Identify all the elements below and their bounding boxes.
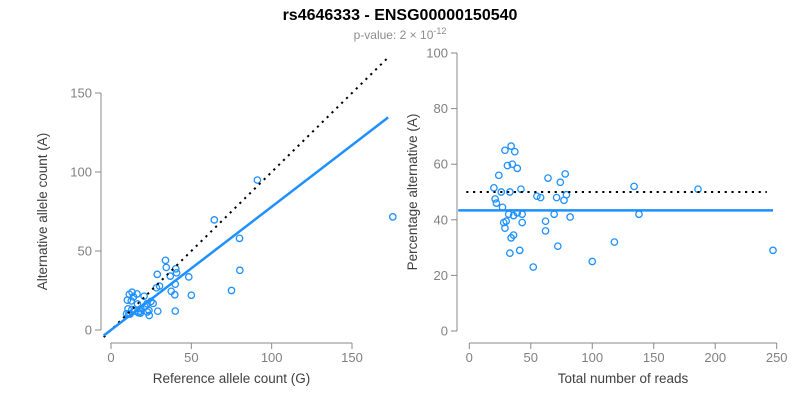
- data-point: [507, 142, 515, 150]
- data-point: [533, 192, 541, 201]
- data-point: [166, 272, 175, 280]
- data-point: [227, 286, 236, 295]
- data-point: [236, 266, 244, 275]
- data-point: [253, 176, 262, 184]
- data-point: [552, 193, 561, 202]
- data-point: [153, 307, 162, 316]
- data-point: [162, 263, 171, 272]
- x-axis-tick-label: 250: [766, 350, 788, 365]
- data-point: [494, 171, 503, 180]
- data-point: [491, 195, 499, 203]
- data-point: [550, 210, 558, 219]
- data-point: [497, 188, 506, 196]
- data-point: [171, 307, 180, 315]
- data-point: [492, 199, 501, 207]
- data-point: [184, 273, 193, 281]
- data-point: [127, 297, 136, 305]
- data-point: [210, 216, 219, 224]
- pvalue-base: 10: [420, 28, 434, 42]
- data-point: [556, 178, 565, 187]
- data-point: [541, 217, 550, 226]
- data-point: [529, 263, 538, 271]
- data-point: [566, 213, 574, 221]
- x-axis-title: Total number of reads: [558, 371, 689, 386]
- pvalue-times-sign: ×: [406, 28, 421, 42]
- data-point: [155, 282, 164, 290]
- x-axis-tick-label: 150: [341, 350, 363, 365]
- x-axis-tick-label: 200: [704, 350, 726, 365]
- data-point: [140, 292, 148, 301]
- data-point: [235, 234, 244, 243]
- x-axis-tick-label: 50: [184, 350, 198, 365]
- y-axis-tick-label: 150: [70, 86, 92, 101]
- data-point: [501, 146, 509, 155]
- plot-subtitle: p-value: 2 × 10-12: [0, 26, 800, 42]
- data-point: [503, 161, 512, 170]
- x-axis-title: Reference allele count (G): [153, 371, 311, 386]
- data-point: [388, 213, 397, 221]
- data-point: [509, 231, 518, 239]
- data-point: [561, 170, 570, 178]
- y-axis-title: Percentage alternative (A): [405, 114, 420, 271]
- identity-line: [103, 56, 389, 338]
- data-point: [635, 210, 643, 219]
- data-point: [769, 246, 777, 255]
- y-axis-tick-label: 0: [85, 323, 92, 338]
- y-axis-tick-label: 40: [434, 212, 448, 227]
- left-panel: 0 50 100 150 0 50 100 150 Reference allele count…: [35, 56, 397, 386]
- y-axis-tick-label: 60: [434, 157, 448, 172]
- data-point: [172, 268, 181, 277]
- plot-title: rs4646333 - ENSG00000150540: [282, 7, 518, 24]
- data-point: [588, 257, 597, 266]
- x-axis-tick-label: 100: [581, 350, 603, 365]
- x-axis-tick-label: 50: [524, 350, 538, 365]
- data-point: [145, 306, 153, 315]
- x-axis-tick-label: 100: [261, 350, 283, 365]
- x-axis-tick-label: 150: [643, 350, 665, 365]
- right-panel: 0 50 100 150 200 250 0 20 40 60 80 100 Total number …: [405, 46, 788, 387]
- data-point: [562, 190, 571, 199]
- y-axis-tick-label: 50: [78, 244, 92, 259]
- data-point: [506, 188, 514, 196]
- y-axis-title: Alternative allele count (A): [35, 133, 50, 291]
- data-point: [149, 299, 157, 308]
- data-point: [136, 309, 145, 317]
- data-point: [145, 311, 154, 320]
- fit-line: [103, 116, 389, 337]
- data-point: [506, 249, 514, 258]
- data-point: [513, 164, 522, 173]
- data-point: [171, 265, 180, 273]
- data-point: [515, 246, 524, 255]
- data-point: [153, 270, 162, 279]
- data-point: [630, 182, 638, 191]
- data-point: [510, 147, 519, 156]
- pvalue-exponent: -12: [433, 26, 447, 36]
- data-point: [187, 291, 196, 300]
- y-axis-tick-label: 20: [434, 268, 448, 283]
- data-point: [518, 218, 527, 227]
- data-point: [610, 238, 619, 246]
- y-axis-tick-label: 100: [70, 165, 92, 180]
- data-point: [541, 227, 550, 235]
- data-point: [161, 256, 170, 265]
- data-point: [501, 224, 509, 232]
- data-point: [536, 193, 545, 202]
- x-axis-tick-label: 0: [107, 350, 114, 365]
- y-axis-tick-label: 0: [441, 324, 448, 339]
- data-point: [170, 290, 179, 299]
- pvalue-prefix: p-value:: [353, 28, 400, 42]
- data-point: [128, 288, 136, 297]
- pvalue-mantissa: 2: [399, 28, 407, 42]
- data-point: [490, 183, 498, 192]
- data-point: [508, 160, 517, 169]
- data-point: [133, 290, 141, 298]
- x-axis-tick-label: 0: [466, 350, 473, 365]
- data-point: [553, 242, 562, 251]
- data-point: [544, 174, 552, 182]
- y-axis-tick-label: 100: [426, 46, 448, 61]
- y-axis-tick-label: 80: [434, 101, 448, 116]
